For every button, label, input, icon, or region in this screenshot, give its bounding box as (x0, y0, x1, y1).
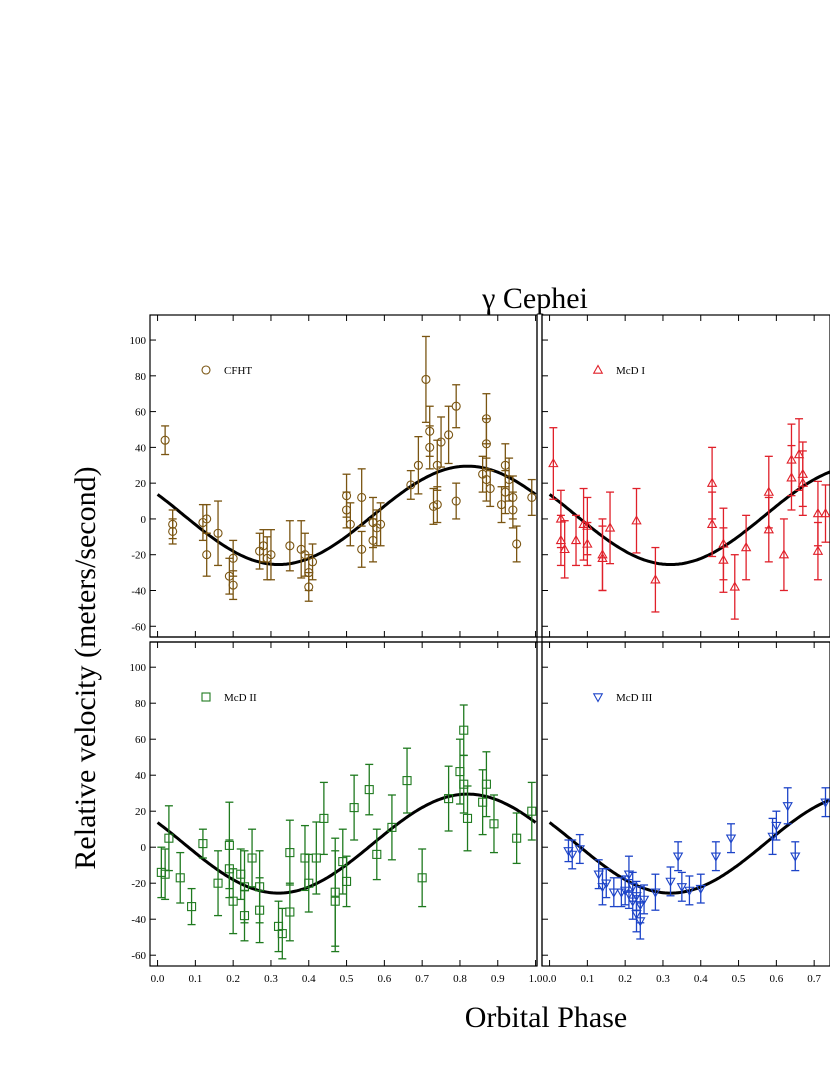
legend-marker (594, 694, 603, 702)
x-tick-label: 0.7 (807, 973, 821, 985)
y-axis-label: Relative velocity (meters/second) (69, 466, 102, 869)
x-tick-label: 0.1 (188, 973, 202, 985)
y-tick-label: 60 (135, 734, 147, 746)
x-tick-label: 0.5 (340, 973, 354, 985)
y-tick-label: 40 (135, 442, 147, 454)
legend-marker (202, 693, 210, 701)
y-tick-label: 40 (135, 770, 147, 782)
panel-plot-area (550, 788, 830, 939)
chart-title: γ Cephei (481, 282, 588, 315)
x-tick-label: 1.0 (529, 973, 543, 985)
x-tick-label: 0.2 (618, 973, 632, 985)
y-tick-label: 0 (141, 842, 147, 854)
panel-bottom-left: -60 -40 -20 0 20 40 60 80 100 0.0 0.1 0.2 0.3 0.4 0.5 0… (130, 642, 543, 985)
panel-top-right: McD I (542, 315, 830, 637)
x-tick-label: 0.4 (302, 973, 316, 985)
legend-label: McD III (616, 692, 653, 704)
y-tick-label: 100 (130, 662, 147, 674)
x-tick-label: 0.6 (377, 973, 391, 985)
legend-label: McD II (224, 692, 257, 704)
x-tick-label: 0.3 (656, 973, 670, 985)
legend-marker (594, 366, 603, 374)
y-tick-label: -60 (131, 950, 146, 962)
x-tick-label: 0.5 (732, 973, 746, 985)
x-tick-label: 0.3 (264, 973, 278, 985)
panel-frame (542, 642, 830, 966)
x-tick-label: 0.0 (151, 973, 165, 985)
y-tick-label: 20 (135, 806, 147, 818)
y-tick-label: 80 (135, 371, 147, 383)
panel-plot-area (157, 705, 535, 959)
x-tick-label: 0.4 (694, 973, 708, 985)
panel-top-left: -60 -40 -20 0 20 40 60 80 100 CFHT (130, 315, 538, 637)
x-tick-label: 0.1 (580, 973, 594, 985)
panel-frame (542, 315, 830, 637)
y-tick-label: -60 (131, 621, 146, 633)
y-tick-label: -40 (131, 585, 146, 597)
y-tick-label: -40 (131, 914, 146, 926)
x-tick-label: 0.6 (769, 973, 783, 985)
panels-layer: -60 -40 -20 0 20 40 60 80 100 CFHT McD I -60 -40 -20 0… (130, 315, 830, 985)
y-tick-label: 60 (135, 407, 147, 419)
legend-marker (202, 366, 210, 374)
y-tick-label: 0 (141, 514, 147, 526)
x-tick-label: 0.9 (491, 973, 505, 985)
x-tick-label: 0.0 (543, 973, 557, 985)
panel-bottom-right: 0.0 0.1 0.2 0.3 0.4 0.5 0.6 0.7 McD III (542, 642, 830, 985)
x-tick-label: 0.7 (415, 973, 429, 985)
panel-plot-area (158, 336, 536, 601)
y-tick-label: 80 (135, 698, 147, 710)
x-axis-label: Orbital Phase (465, 1001, 627, 1034)
y-tick-label: -20 (131, 878, 146, 890)
x-tick-label: 0.8 (453, 973, 467, 985)
y-tick-label: -20 (131, 550, 146, 562)
legend-label: CFHT (224, 365, 252, 377)
x-tick-label: 0.2 (226, 973, 240, 985)
y-tick-label: 100 (130, 335, 147, 347)
legend-label: McD I (616, 365, 645, 377)
panel-plot-area (549, 419, 830, 619)
y-tick-label: 20 (135, 478, 147, 490)
